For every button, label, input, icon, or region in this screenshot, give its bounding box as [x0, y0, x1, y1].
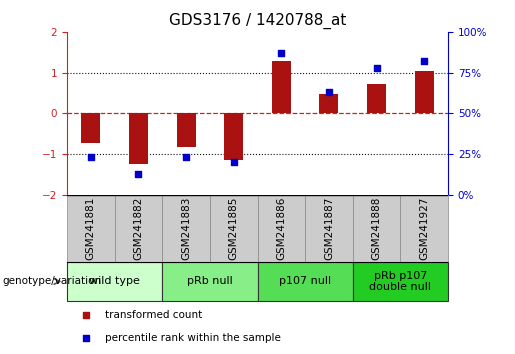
- Point: [82, 312, 90, 318]
- Point: [87, 154, 95, 160]
- Bar: [162, 262, 258, 301]
- Point: [372, 65, 381, 70]
- Text: GSM241887: GSM241887: [324, 196, 334, 260]
- Text: GSM241886: GSM241886: [277, 196, 286, 260]
- Text: transformed count: transformed count: [105, 309, 202, 320]
- Text: pRb null: pRb null: [187, 276, 233, 286]
- Bar: [272, 61, 291, 113]
- Text: p107 null: p107 null: [279, 276, 331, 286]
- Bar: [401, 195, 448, 262]
- Point: [420, 58, 428, 64]
- Point: [182, 154, 190, 160]
- Text: percentile rank within the sample: percentile rank within the sample: [105, 333, 281, 343]
- Bar: [367, 84, 386, 113]
- Bar: [177, 113, 196, 147]
- Bar: [319, 94, 338, 113]
- Bar: [224, 113, 243, 160]
- Bar: [353, 195, 401, 262]
- Text: GSM241883: GSM241883: [181, 196, 191, 260]
- Bar: [162, 195, 210, 262]
- Point: [277, 50, 285, 56]
- Text: GSM241927: GSM241927: [419, 196, 429, 260]
- Bar: [129, 113, 148, 164]
- Bar: [210, 195, 258, 262]
- Point: [82, 336, 90, 341]
- Text: GSM241885: GSM241885: [229, 196, 238, 260]
- Bar: [258, 262, 353, 301]
- Point: [325, 89, 333, 95]
- Text: GSM241888: GSM241888: [372, 196, 382, 260]
- Text: GSM241882: GSM241882: [133, 196, 143, 260]
- Bar: [415, 70, 434, 113]
- Bar: [353, 262, 448, 301]
- Title: GDS3176 / 1420788_at: GDS3176 / 1420788_at: [169, 13, 346, 29]
- Text: wild type: wild type: [89, 276, 140, 286]
- Bar: [258, 195, 305, 262]
- Bar: [67, 262, 162, 301]
- Point: [134, 171, 143, 176]
- Bar: [305, 195, 353, 262]
- Point: [230, 159, 238, 165]
- Bar: [81, 113, 100, 143]
- Text: pRb p107
double null: pRb p107 double null: [369, 270, 432, 292]
- Bar: [67, 195, 115, 262]
- Text: GSM241881: GSM241881: [86, 196, 96, 260]
- Bar: [114, 195, 162, 262]
- Text: genotype/variation: genotype/variation: [3, 276, 101, 286]
